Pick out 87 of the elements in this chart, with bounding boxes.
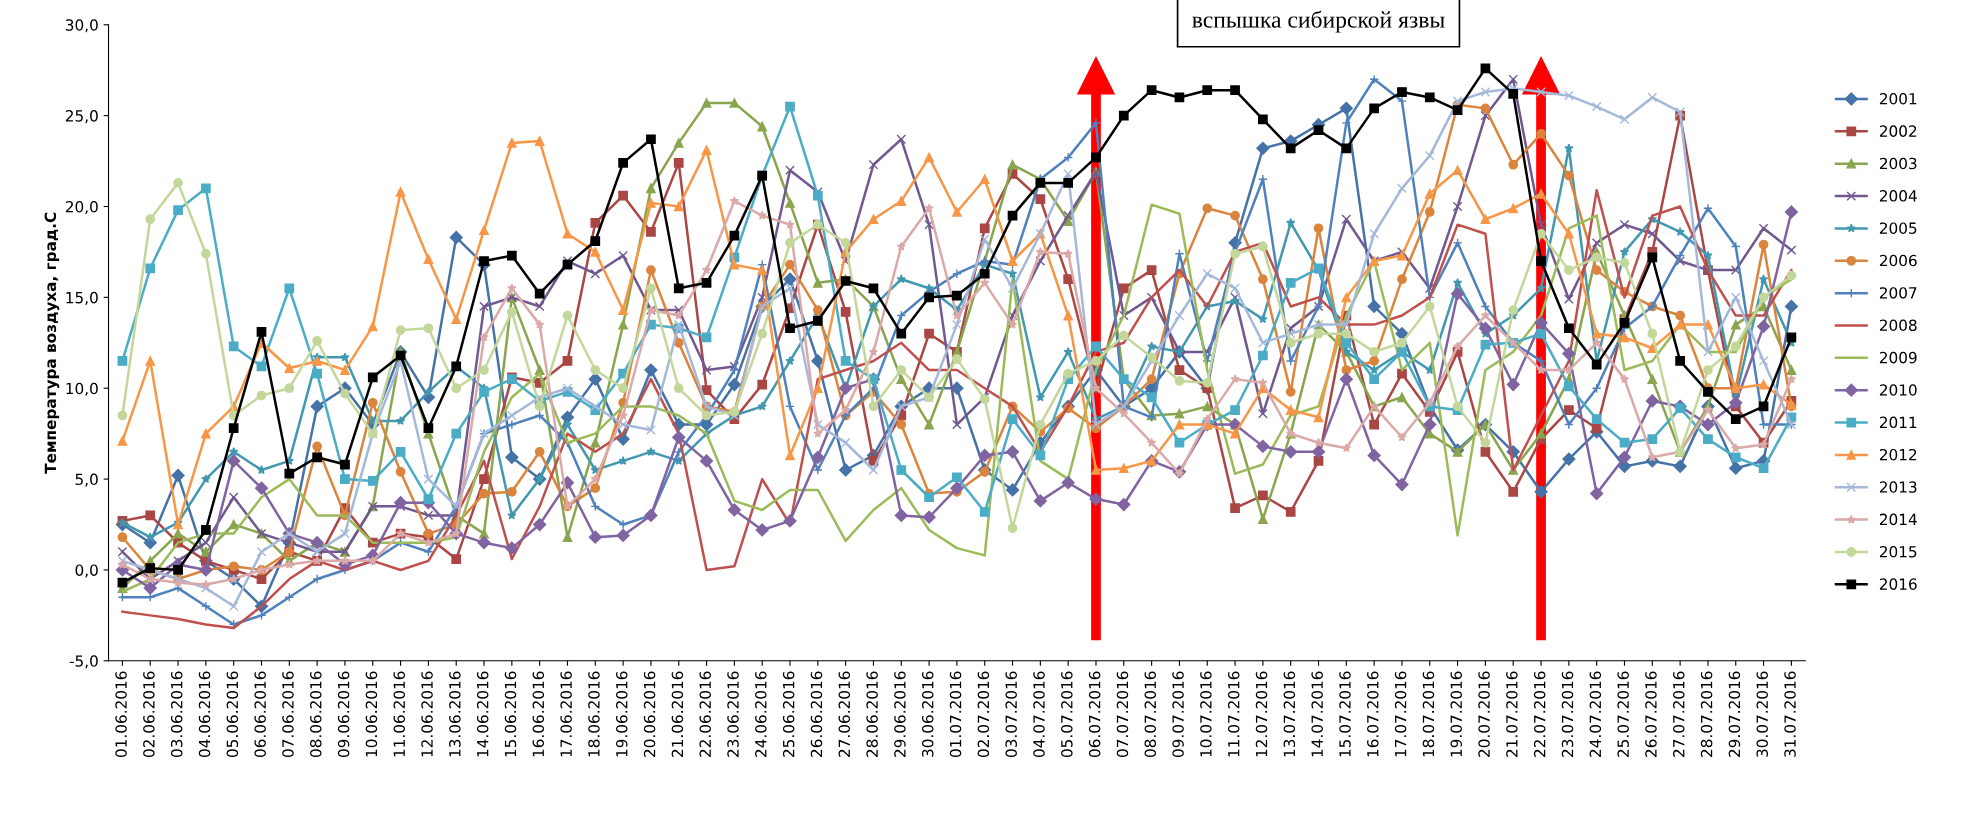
legend-label: 2006 bbox=[1879, 254, 1917, 267]
legend-label: 2012 bbox=[1879, 448, 1917, 461]
x-tick-label: 17.06.2016 bbox=[560, 671, 572, 757]
x-tick-label: 07.07.2016 bbox=[1116, 671, 1129, 757]
x-tick-label: 24.07.2016 bbox=[1589, 671, 1602, 757]
legend-label: 2001 bbox=[1879, 93, 1917, 105]
x-tick-label: 13.06.2016 bbox=[449, 671, 461, 757]
x-tick-label: 17.07.2016 bbox=[1394, 671, 1407, 757]
x-tick-label: 27.07.2016 bbox=[1673, 671, 1685, 757]
x-tick-label: 02.07.2016 bbox=[977, 671, 990, 757]
x-tick-label: 29.07.2016 bbox=[1728, 671, 1741, 757]
x-tick-label: 23.06.2016 bbox=[727, 671, 739, 757]
y-tick-label: 15,0 bbox=[66, 291, 98, 305]
y-tick-label: 30,0 bbox=[65, 19, 98, 33]
x-tick-label: 05.07.2016 bbox=[1061, 671, 1073, 757]
x-tick-label: 16.06.2016 bbox=[532, 671, 545, 757]
x-tick-label: 25.07.2016 bbox=[1617, 671, 1629, 757]
y-axis-title: Температура воздуха, град.С bbox=[44, 212, 60, 474]
annotation: вспышка сибирской язвы bbox=[1192, 10, 1445, 33]
x-tick-label: 07.06.2016 bbox=[282, 671, 294, 757]
x-tick-label: 14.06.2016 bbox=[476, 671, 489, 757]
x-tick-label: 13.07.2016 bbox=[1283, 671, 1296, 757]
x-tick-label: 05.06.2016 bbox=[226, 671, 239, 757]
legend-label: 2004 bbox=[1879, 190, 1917, 202]
legend-label: 2016 bbox=[1879, 578, 1917, 590]
x-tick-label: 06.07.2016 bbox=[1088, 671, 1101, 757]
y-tick-label: 10,0 bbox=[66, 382, 98, 396]
x-tick-label: 18.07.2016 bbox=[1422, 671, 1435, 757]
x-tick-label: 12.06.2016 bbox=[421, 671, 433, 757]
x-tick-label: 10.07.2016 bbox=[1200, 671, 1212, 757]
x-tick-label: 09.06.2016 bbox=[337, 671, 350, 757]
x-tick-label: 25.06.2016 bbox=[782, 671, 795, 757]
x-tick-label: 26.06.2016 bbox=[810, 671, 823, 757]
x-tick-label: 22.07.2016 bbox=[1533, 671, 1546, 757]
x-tick-label: 29.06.2016 bbox=[894, 671, 906, 757]
x-tick-label: 12.07.2016 bbox=[1255, 671, 1268, 757]
x-tick-label: 06.06.2016 bbox=[254, 671, 266, 757]
y-tick-label: 25,0 bbox=[65, 110, 98, 124]
y-tick-label: 20,0 bbox=[65, 200, 98, 215]
x-tick-label: 10.06.2016 bbox=[365, 671, 378, 757]
x-tick-label: 28.06.2016 bbox=[866, 671, 878, 757]
x-tick-label: 08.06.2016 bbox=[310, 671, 322, 757]
legend-label: 2010 bbox=[1879, 384, 1917, 396]
x-tick-label: 31.07.2016 bbox=[1784, 671, 1796, 757]
x-tick-label: 26.07.2016 bbox=[1645, 671, 1657, 757]
legend-label: 2007 bbox=[1879, 287, 1917, 299]
legend-label: 2015 bbox=[1879, 545, 1917, 558]
x-tick-label: 01.06.2016 bbox=[115, 671, 127, 757]
x-tick-label: 19.07.2016 bbox=[1450, 671, 1463, 757]
x-tick-label: 22.06.2016 bbox=[699, 671, 711, 757]
x-tick-label: 11.07.2016 bbox=[1227, 671, 1240, 757]
x-tick-label: 20.06.2016 bbox=[643, 671, 656, 757]
x-tick-label: 21.06.2016 bbox=[671, 671, 684, 757]
y-tick-label: -5,0 bbox=[69, 655, 98, 669]
x-tick-label: 15.07.2016 bbox=[1339, 671, 1351, 757]
x-tick-label: 03.06.2016 bbox=[170, 671, 183, 757]
legend-label: 2011 bbox=[1879, 416, 1917, 429]
x-tick-label: 20.07.2016 bbox=[1478, 671, 1490, 757]
legend-label: 2005 bbox=[1879, 222, 1917, 234]
legend-label: 2002 bbox=[1879, 125, 1917, 137]
x-tick-label: 14.07.2016 bbox=[1311, 671, 1323, 757]
x-tick-label: 21.07.2016 bbox=[1506, 671, 1518, 757]
legend-label: 2003 bbox=[1879, 157, 1917, 170]
x-tick-label: 08.07.2016 bbox=[1144, 671, 1157, 757]
x-tick-label: 04.07.2016 bbox=[1033, 671, 1045, 757]
x-tick-label: 15.06.2016 bbox=[504, 671, 517, 757]
x-tick-label: 19.06.2016 bbox=[615, 671, 628, 757]
x-tick-label: 24.06.2016 bbox=[755, 671, 767, 757]
legend-label: 2013 bbox=[1879, 481, 1917, 493]
legend-label: 2014 bbox=[1879, 513, 1917, 526]
x-tick-label: 30.06.2016 bbox=[921, 671, 934, 757]
legend-label: 2008 bbox=[1879, 319, 1917, 332]
x-tick-label: 23.07.2016 bbox=[1561, 671, 1574, 757]
y-tick-label: 0,0 bbox=[75, 564, 98, 578]
x-tick-label: 01.07.2016 bbox=[949, 671, 962, 757]
x-tick-label: 11.06.2016 bbox=[393, 671, 406, 757]
x-tick-label: 27.06.2016 bbox=[838, 671, 851, 757]
x-tick-label: 28.07.2016 bbox=[1700, 671, 1713, 757]
x-tick-label: 04.06.2016 bbox=[198, 671, 211, 757]
legend-label: 2009 bbox=[1879, 351, 1917, 364]
x-tick-label: 30.07.2016 bbox=[1756, 671, 1768, 757]
x-tick-label: 03.07.2016 bbox=[1005, 671, 1017, 757]
y-tick-label: 5,0 bbox=[75, 473, 98, 487]
x-tick-label: 09.07.2016 bbox=[1172, 671, 1184, 757]
x-tick-label: 18.06.2016 bbox=[588, 671, 600, 757]
x-tick-label: 02.06.2016 bbox=[143, 671, 155, 757]
x-tick-label: 16.07.2016 bbox=[1367, 671, 1379, 757]
